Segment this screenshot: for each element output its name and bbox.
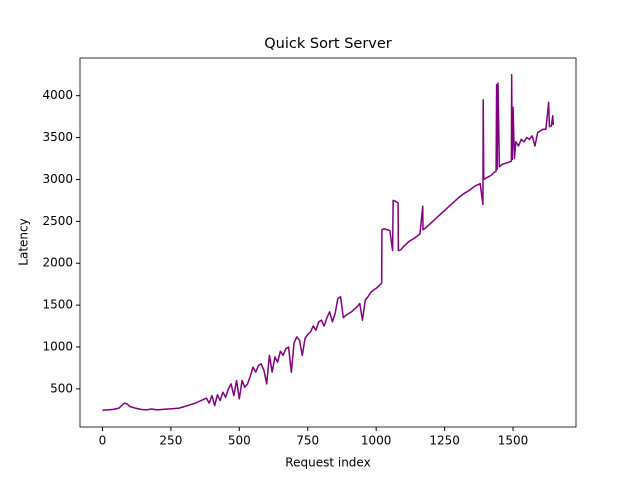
x-tick-label: 0	[99, 434, 107, 448]
x-tick-label: 750	[296, 434, 319, 448]
y-tick-label: 1500	[42, 298, 73, 312]
x-tick-label: 1250	[429, 434, 460, 448]
x-tick-label: 500	[228, 434, 251, 448]
y-axis-label: Latency	[17, 218, 31, 265]
x-axis-label: Request index	[285, 456, 370, 470]
chart-title: Quick Sort Server	[264, 36, 392, 52]
y-tick-label: 3500	[42, 130, 73, 144]
y-tick-label: 2500	[42, 214, 73, 228]
x-tick-label: 250	[159, 434, 182, 448]
plot-frame	[79, 57, 577, 428]
y-tick-label: 500	[50, 381, 73, 395]
y-tick-label: 3000	[42, 172, 73, 186]
x-tick-label: 1000	[361, 434, 392, 448]
y-tick-label: 2000	[42, 256, 73, 270]
x-tick-label: 1500	[498, 434, 529, 448]
y-tick-label: 1000	[42, 340, 73, 354]
y-tick-label: 4000	[42, 88, 73, 102]
data-line	[102, 74, 555, 411]
